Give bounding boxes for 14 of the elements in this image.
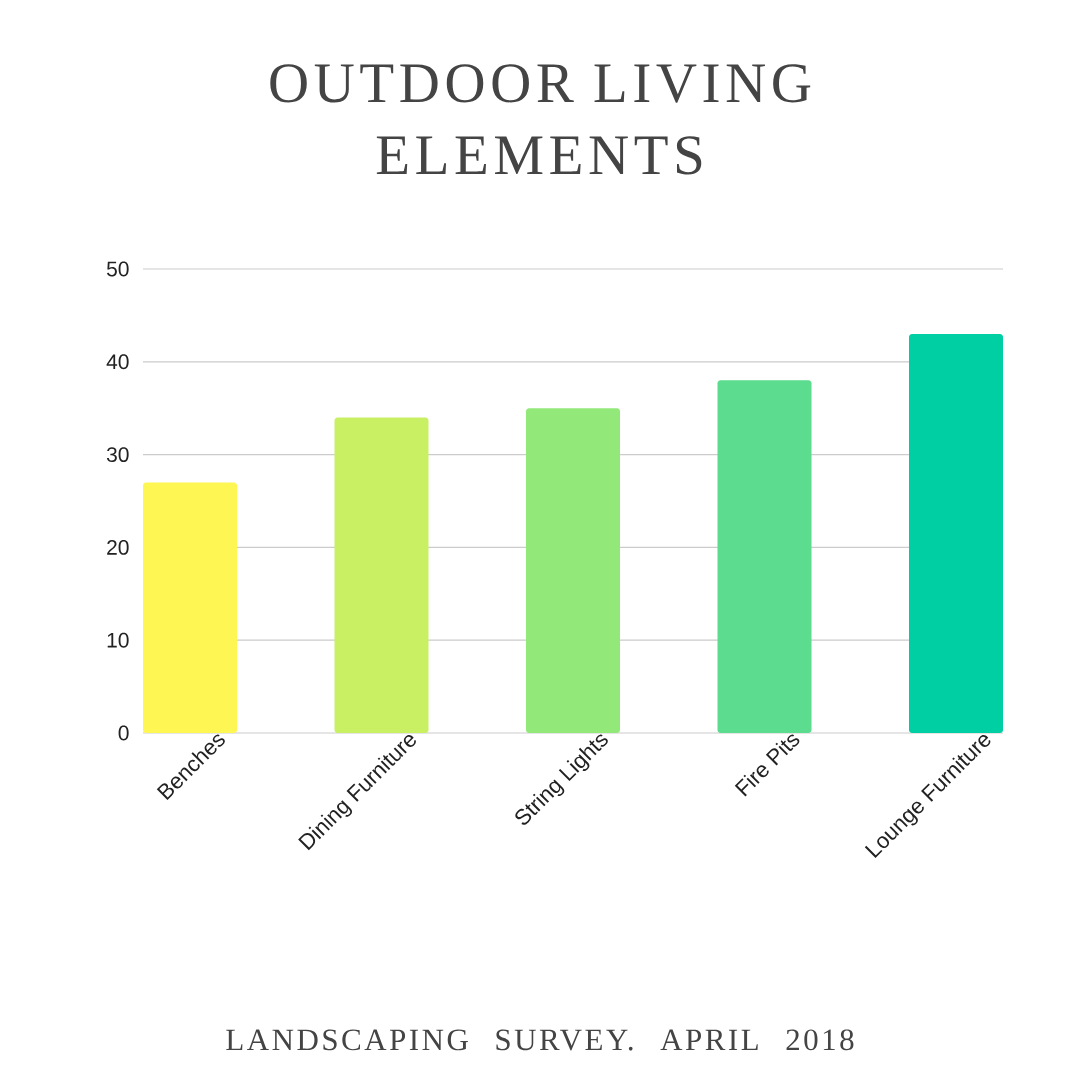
bar	[526, 408, 620, 733]
y-tick-label: 10	[107, 632, 129, 648]
bar	[909, 333, 1003, 733]
y-tick-label: 50	[106, 261, 129, 277]
x-tick-label: Fire Pits	[734, 734, 800, 797]
y-tick-label: 30	[106, 447, 129, 463]
chart-title: OUTDOOR LIVING ELEMENTS	[270, 64, 811, 175]
y-tick-label: 40	[106, 354, 129, 370]
bar	[143, 482, 237, 733]
text: LANDSCAPING SURVEY. APRIL 2018	[226, 1029, 854, 1051]
y-tick-label: 20	[107, 539, 129, 555]
y-tick-label: 0	[118, 725, 129, 741]
bar	[717, 380, 812, 733]
bar	[334, 417, 429, 733]
